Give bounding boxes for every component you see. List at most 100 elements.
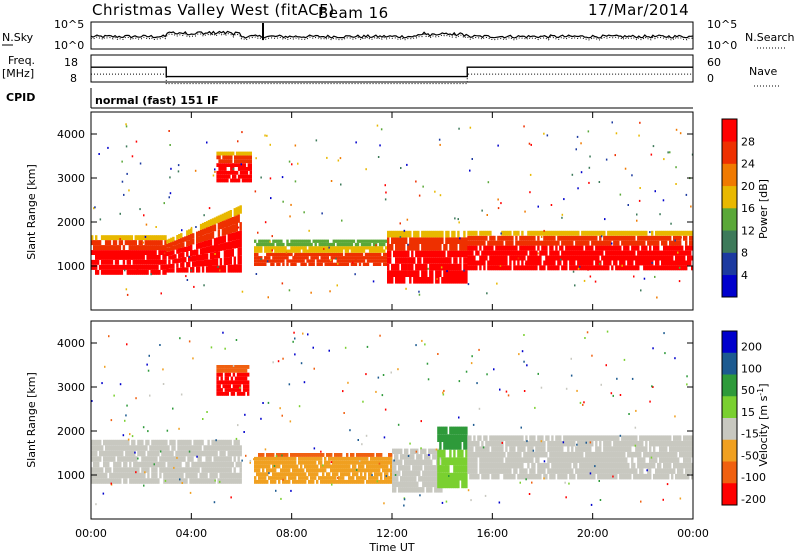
data-cell bbox=[473, 435, 476, 441]
data-cell bbox=[571, 235, 574, 241]
data-cell bbox=[507, 245, 510, 251]
data-cell bbox=[443, 480, 446, 489]
data-cell bbox=[429, 263, 432, 271]
data-cell bbox=[334, 453, 337, 457]
data-cell bbox=[559, 245, 562, 251]
data-cell bbox=[108, 240, 112, 246]
data-cell bbox=[224, 391, 227, 396]
data-cell bbox=[374, 259, 378, 263]
data-cell bbox=[571, 473, 574, 480]
data-cell bbox=[192, 233, 195, 239]
data-cell bbox=[226, 170, 229, 175]
data-cell bbox=[529, 468, 532, 474]
data-cell bbox=[288, 472, 291, 477]
data-cell bbox=[247, 159, 250, 164]
data-cell bbox=[543, 473, 546, 480]
data-cell bbox=[247, 167, 250, 171]
data-cell bbox=[131, 445, 134, 451]
data-cell bbox=[154, 240, 157, 246]
data-cell bbox=[114, 264, 118, 270]
data-cell bbox=[172, 245, 175, 251]
data-cell bbox=[189, 456, 192, 462]
data-cell bbox=[633, 440, 636, 447]
data-cell bbox=[501, 435, 504, 441]
data-cell bbox=[129, 456, 132, 462]
speckle bbox=[627, 246, 630, 249]
data-cell bbox=[340, 479, 343, 484]
data-cell bbox=[495, 457, 498, 463]
data-cell bbox=[423, 230, 426, 238]
data-cell bbox=[159, 439, 162, 446]
data-cell bbox=[627, 468, 630, 474]
data-cell bbox=[471, 260, 474, 266]
data-cell bbox=[673, 235, 676, 241]
data-cell bbox=[201, 450, 204, 457]
speckle bbox=[168, 130, 170, 132]
data-cell bbox=[221, 439, 224, 446]
speckle bbox=[426, 362, 429, 365]
speckle bbox=[126, 293, 129, 296]
data-cell bbox=[228, 388, 231, 392]
data-cell bbox=[199, 450, 202, 457]
data-cell bbox=[228, 384, 231, 389]
data-cell bbox=[245, 178, 249, 183]
data-cell bbox=[471, 462, 474, 469]
data-cell bbox=[352, 468, 355, 473]
data-cell bbox=[647, 462, 650, 469]
data-cell bbox=[557, 462, 560, 469]
data-cell bbox=[583, 440, 586, 447]
data-cell bbox=[300, 256, 303, 260]
data-cell bbox=[326, 249, 329, 253]
data-cell bbox=[525, 245, 528, 251]
data-cell bbox=[427, 237, 430, 244]
data-cell bbox=[120, 240, 124, 246]
speckle bbox=[214, 168, 216, 171]
speckle bbox=[340, 183, 342, 186]
data-cell bbox=[449, 277, 452, 284]
data-cell bbox=[561, 235, 564, 241]
data-cell bbox=[149, 456, 152, 462]
data-cell bbox=[547, 446, 550, 452]
data-cell bbox=[615, 230, 618, 236]
data-cell bbox=[563, 440, 566, 447]
speckle bbox=[690, 205, 692, 208]
data-cell bbox=[613, 250, 616, 256]
speckle bbox=[131, 155, 134, 158]
data-cell bbox=[619, 457, 622, 463]
data-cell bbox=[286, 453, 289, 457]
colorbar-tick-label: 20 bbox=[741, 180, 755, 193]
data-cell bbox=[203, 472, 206, 479]
data-cell bbox=[103, 472, 106, 479]
data-cell bbox=[270, 246, 273, 250]
data-cell bbox=[109, 439, 112, 446]
velocity-cbar-label: Velocity [m s-1] bbox=[756, 383, 770, 466]
data-cell bbox=[346, 262, 350, 266]
data-cell bbox=[298, 252, 301, 257]
data-cell bbox=[551, 462, 554, 469]
data-cell bbox=[523, 440, 526, 447]
data-cell bbox=[549, 457, 552, 463]
data-cell bbox=[449, 250, 452, 258]
data-cell bbox=[132, 259, 135, 265]
speckle bbox=[162, 383, 165, 385]
data-cell bbox=[223, 265, 227, 273]
data-cell bbox=[292, 453, 295, 457]
data-cell bbox=[390, 468, 393, 473]
data-cell bbox=[597, 255, 600, 261]
data-cell bbox=[453, 257, 456, 264]
data-cell bbox=[320, 456, 323, 461]
data-cell bbox=[603, 240, 606, 246]
data-cell bbox=[453, 230, 456, 238]
data-cell bbox=[428, 465, 431, 471]
data-cell bbox=[114, 255, 118, 260]
data-cell bbox=[362, 460, 365, 465]
data-cell bbox=[342, 472, 345, 477]
data-cell bbox=[673, 440, 676, 447]
data-cell bbox=[553, 468, 556, 474]
data-cell bbox=[641, 440, 644, 447]
data-cell bbox=[513, 451, 516, 458]
data-cell bbox=[657, 245, 660, 251]
data-cell bbox=[224, 380, 227, 385]
data-cell bbox=[426, 465, 429, 471]
data-cell bbox=[559, 435, 562, 441]
